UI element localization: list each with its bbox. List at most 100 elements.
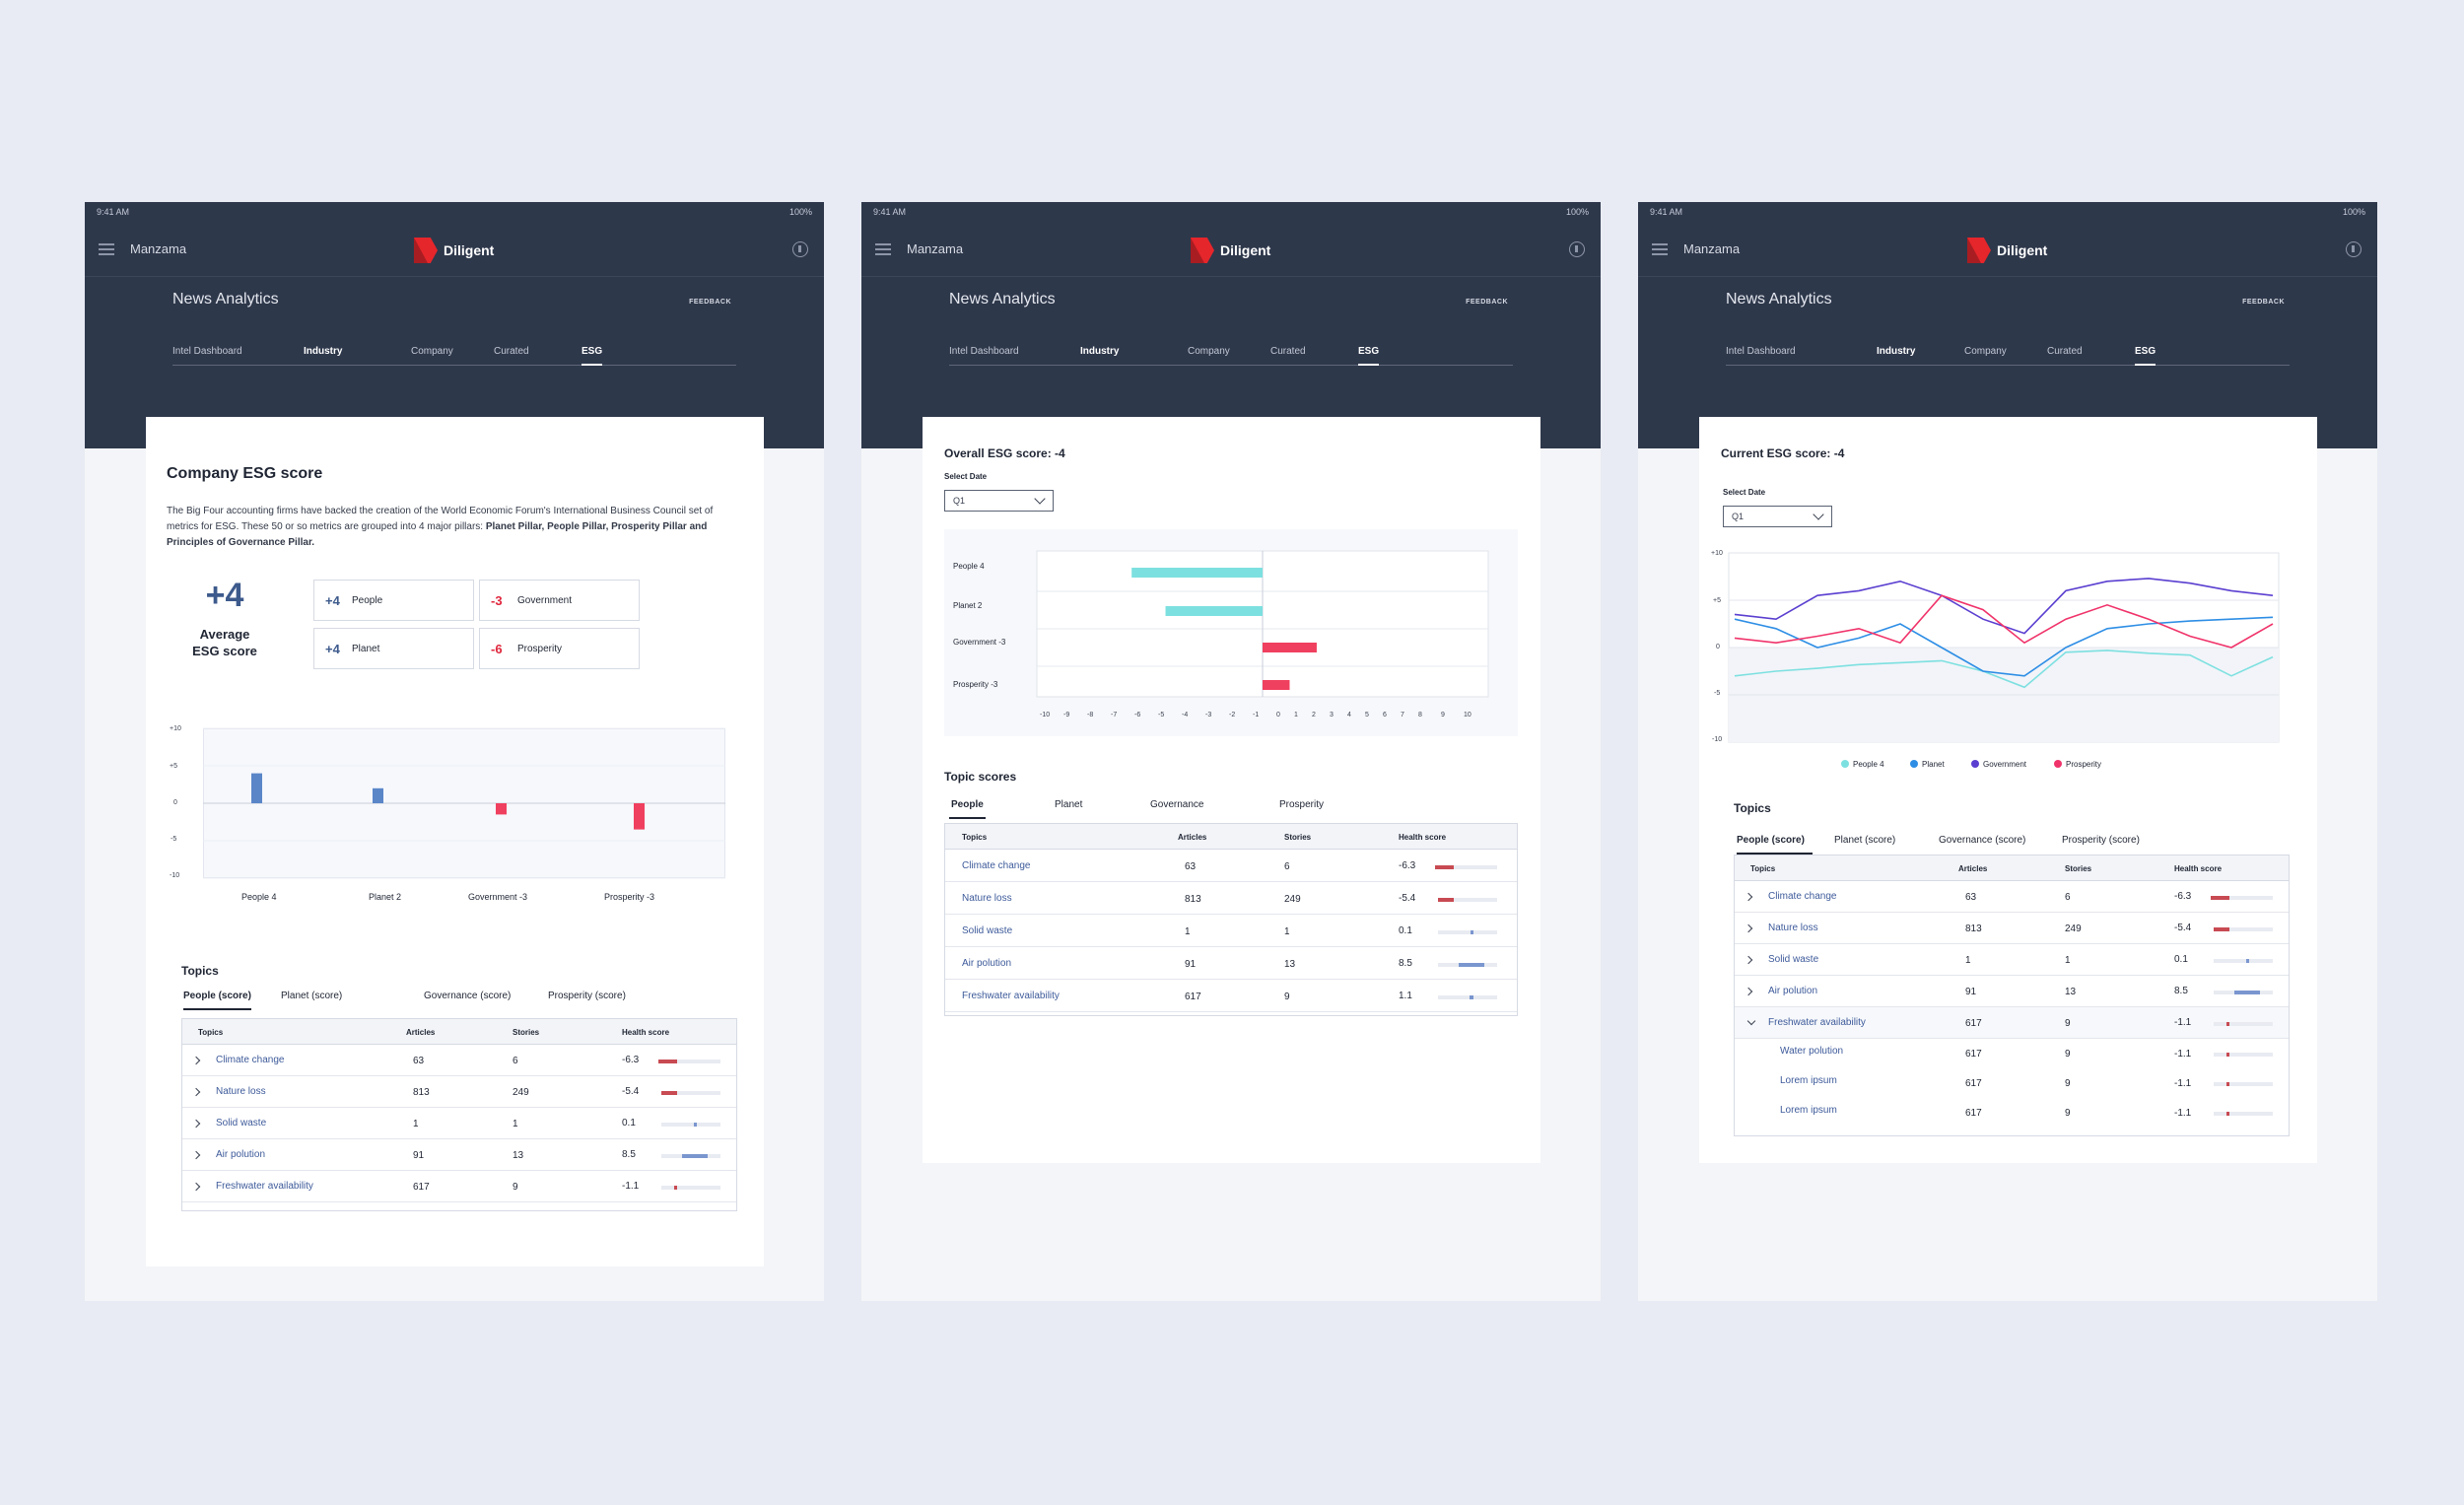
table-row[interactable]: Climate change 63 6 -6.3 bbox=[945, 850, 1517, 882]
tab-intel-dashboard[interactable]: Intel Dashboard bbox=[1726, 346, 1796, 357]
chevron-right-icon[interactable] bbox=[1744, 955, 1753, 965]
subtab-people[interactable]: People (score) bbox=[1737, 835, 1813, 855]
topic-link[interactable]: Nature loss bbox=[962, 892, 1012, 904]
table-row[interactable]: Freshwater availability 617 9 1.1 bbox=[945, 980, 1517, 1012]
date-select[interactable]: Q1 bbox=[944, 490, 1054, 512]
table-row[interactable]: Solid waste 1 1 0.1 bbox=[182, 1108, 736, 1139]
table-subrow[interactable]: Lorem ipsum 617 9 -1.1 bbox=[1735, 1068, 2289, 1098]
category-label: People 4 bbox=[953, 562, 985, 571]
topic-link[interactable]: Solid waste bbox=[1768, 954, 1819, 965]
tab-industry[interactable]: Industry bbox=[1080, 346, 1120, 357]
table-row[interactable]: Freshwater availability 617 9 -1.1 bbox=[1735, 1007, 2289, 1039]
tab-esg[interactable]: ESG bbox=[582, 346, 603, 366]
subtab-governance[interactable]: Governance bbox=[1150, 799, 1204, 810]
hamburger-icon[interactable] bbox=[1652, 243, 1668, 255]
topic-link[interactable]: Air polution bbox=[1768, 986, 1818, 996]
chevron-right-icon[interactable] bbox=[191, 1056, 201, 1065]
subtab-prosperity[interactable]: Prosperity bbox=[1279, 799, 1325, 810]
tab-intel-dashboard[interactable]: Intel Dashboard bbox=[949, 346, 1019, 357]
topic-link[interactable]: Air polution bbox=[216, 1149, 266, 1160]
chevron-right-icon[interactable] bbox=[1744, 892, 1753, 902]
table-row[interactable]: Air polution 91 13 8.5 bbox=[945, 947, 1517, 980]
subtab-governance[interactable]: Governance (score) bbox=[424, 991, 512, 1001]
select-date-label: Select Date bbox=[944, 472, 988, 481]
topic-link[interactable]: Freshwater availability bbox=[216, 1181, 313, 1192]
articles-value: 91 bbox=[1185, 958, 1197, 970]
topic-link[interactable]: Freshwater availability bbox=[1768, 1017, 1866, 1028]
topic-link[interactable]: Nature loss bbox=[216, 1086, 266, 1097]
help-circle-icon[interactable] bbox=[792, 241, 808, 257]
date-select[interactable]: Q1 bbox=[1723, 506, 1832, 527]
table-row[interactable]: Solid waste 1 1 0.1 bbox=[945, 915, 1517, 947]
subtab-people[interactable]: People bbox=[949, 799, 986, 819]
table-subrow[interactable]: Lorem ipsum 617 9 -1.1 bbox=[1735, 1098, 2289, 1128]
table-row[interactable]: Air polution 91 13 8.5 bbox=[1735, 976, 2289, 1007]
table-row[interactable]: Air polution 91 13 8.5 bbox=[182, 1139, 736, 1171]
articles-value: 1 bbox=[1965, 955, 1971, 966]
topic-link[interactable]: Nature loss bbox=[1768, 923, 1818, 933]
subtab-people[interactable]: People (score) bbox=[183, 991, 251, 1010]
table-row[interactable]: Freshwater availability 617 9 -1.1 bbox=[182, 1171, 736, 1202]
tab-company[interactable]: Company bbox=[1964, 346, 2007, 357]
tab-curated[interactable]: Curated bbox=[494, 346, 529, 357]
diligent-logo-icon bbox=[1967, 238, 1991, 263]
chevron-right-icon[interactable] bbox=[1744, 924, 1753, 933]
chevron-right-icon[interactable] bbox=[191, 1182, 201, 1192]
chevron-right-icon[interactable] bbox=[191, 1119, 201, 1129]
table-row[interactable]: Nature loss 813 249 -5.4 bbox=[182, 1076, 736, 1108]
subtab-planet[interactable]: Planet (score) bbox=[1834, 835, 1896, 846]
health-score-value: 0.1 bbox=[622, 1118, 636, 1129]
subtab-prosperity[interactable]: Prosperity (score) bbox=[548, 991, 626, 1001]
topic-link[interactable]: Freshwater availability bbox=[962, 990, 1060, 1001]
table-subrow[interactable]: Water polution 617 9 -1.1 bbox=[1735, 1039, 2289, 1068]
tab-esg[interactable]: ESG bbox=[1358, 346, 1380, 366]
tab-industry[interactable]: Industry bbox=[1877, 346, 1916, 357]
chevron-right-icon[interactable] bbox=[1744, 987, 1753, 996]
topic-link[interactable]: Solid waste bbox=[216, 1118, 267, 1129]
articles-value: 63 bbox=[413, 1056, 425, 1066]
table-row[interactable]: Nature loss 813 249 -5.4 bbox=[1735, 913, 2289, 944]
tab-esg[interactable]: ESG bbox=[2135, 346, 2156, 366]
pillar-people: +4 People bbox=[313, 580, 474, 621]
topic-link[interactable]: Climate change bbox=[962, 859, 1031, 871]
table-row[interactable]: Nature loss 813 249 -5.4 bbox=[945, 882, 1517, 915]
topic-link[interactable]: Climate change bbox=[216, 1055, 285, 1065]
feedback-link[interactable]: FEEDBACK bbox=[689, 299, 731, 306]
table-row[interactable]: Climate change 63 6 -6.3 bbox=[182, 1045, 736, 1076]
hamburger-icon[interactable] bbox=[875, 243, 891, 255]
subtopic-link[interactable]: Lorem ipsum bbox=[1780, 1075, 1837, 1086]
help-circle-icon[interactable] bbox=[1569, 241, 1585, 257]
chevron-right-icon[interactable] bbox=[191, 1087, 201, 1097]
stories-value: 9 bbox=[2065, 1108, 2071, 1119]
chevron-right-icon[interactable] bbox=[191, 1150, 201, 1160]
hamburger-icon[interactable] bbox=[99, 243, 114, 255]
feedback-link[interactable]: FEEDBACK bbox=[1466, 299, 1508, 306]
topic-link[interactable]: Solid waste bbox=[962, 924, 1013, 936]
feedback-link[interactable]: FEEDBACK bbox=[2242, 299, 2285, 306]
subtopic-link[interactable]: Water polution bbox=[1780, 1046, 1844, 1057]
help-circle-icon[interactable] bbox=[2346, 241, 2361, 257]
tab-company[interactable]: Company bbox=[1188, 346, 1230, 357]
subtab-planet[interactable]: Planet (score) bbox=[281, 991, 343, 1001]
table-row[interactable]: Climate change 63 6 -6.3 bbox=[1735, 881, 2289, 913]
pillar-label: Government bbox=[517, 595, 573, 606]
topic-link[interactable]: Climate change bbox=[1768, 891, 1837, 902]
pillar-government: -3 Government bbox=[479, 580, 640, 621]
tab-curated[interactable]: Curated bbox=[2047, 346, 2083, 357]
tab-company[interactable]: Company bbox=[411, 346, 453, 357]
stories-value: 9 bbox=[1284, 991, 1290, 1002]
table-row[interactable]: Solid waste 1 1 0.1 bbox=[1735, 944, 2289, 976]
stories-value: 9 bbox=[513, 1182, 518, 1193]
tab-curated[interactable]: Curated bbox=[1270, 346, 1306, 357]
subtopic-link[interactable]: Lorem ipsum bbox=[1780, 1105, 1837, 1116]
subtab-planet[interactable]: Planet bbox=[1055, 799, 1083, 810]
chevron-down-icon[interactable] bbox=[1746, 1016, 1756, 1026]
topic-link[interactable]: Air polution bbox=[962, 957, 1012, 969]
status-bar: 9:41 AM 100% bbox=[85, 202, 824, 222]
health-bar-track bbox=[2214, 991, 2273, 994]
page-title: News Analytics bbox=[1726, 291, 1832, 308]
tab-industry[interactable]: Industry bbox=[304, 346, 343, 357]
tab-intel-dashboard[interactable]: Intel Dashboard bbox=[172, 346, 242, 357]
subtab-prosperity[interactable]: Prosperity (score) bbox=[2062, 835, 2140, 846]
subtab-governance[interactable]: Governance (score) bbox=[1939, 835, 2026, 846]
